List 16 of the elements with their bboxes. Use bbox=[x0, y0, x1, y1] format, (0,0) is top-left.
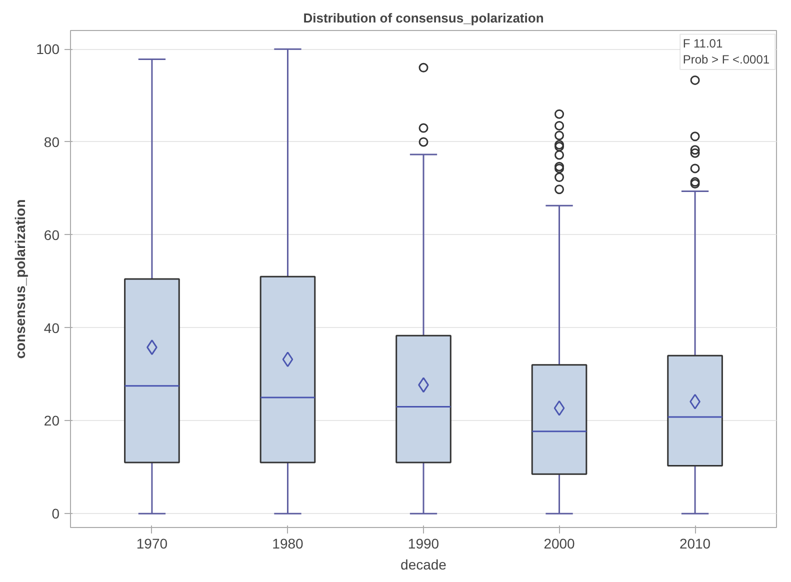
annotation: F 11.01 bbox=[682, 36, 723, 50]
x-tick-label: 2000 bbox=[544, 536, 576, 552]
x-tick-label: 1990 bbox=[408, 536, 440, 552]
y-tick-label: 0 bbox=[52, 506, 60, 522]
y-tick-label: 40 bbox=[44, 320, 60, 336]
annotation: Prob > F <.0001 bbox=[682, 52, 770, 67]
y-tick-label: 80 bbox=[44, 134, 60, 150]
y-tick-label: 100 bbox=[36, 41, 60, 58]
y-tick-label: 60 bbox=[44, 226, 60, 243]
x-axis-title: decade bbox=[400, 556, 447, 572]
x-tick-label: 1970 bbox=[136, 536, 168, 552]
y-tick-label: 20 bbox=[44, 412, 60, 429]
x-tick-label: 1980 bbox=[272, 536, 304, 552]
y-axis-title: consensus_polarization bbox=[12, 199, 28, 359]
chart-title: Distribution of consensus_polarization bbox=[303, 10, 544, 26]
x-tick-label: 2010 bbox=[679, 536, 711, 552]
